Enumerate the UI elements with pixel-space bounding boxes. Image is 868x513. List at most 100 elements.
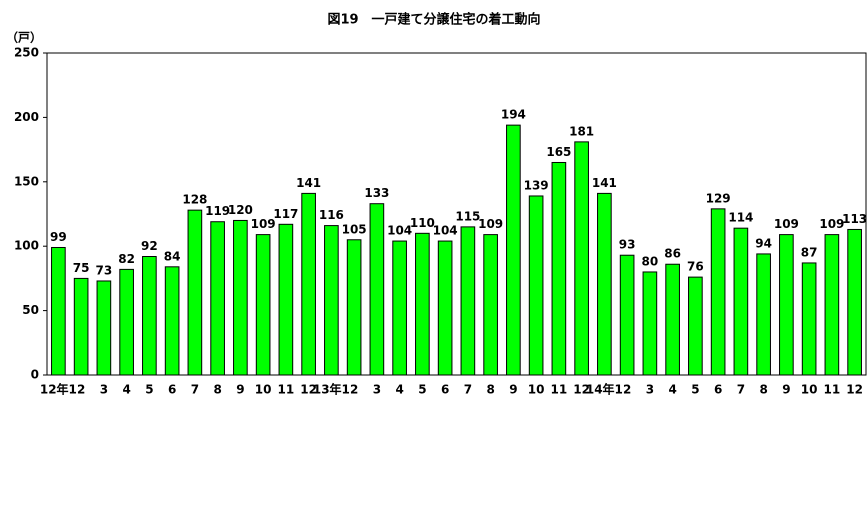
data-label: 80 [642,254,659,268]
x-tick-label: 11 [278,383,295,397]
y-tick-label: 200 [14,110,39,124]
bar [619,254,635,376]
bar [392,240,407,376]
data-label: 139 [524,178,549,192]
data-label: 76 [687,260,704,274]
x-tick-label: 3 [100,383,108,397]
x-tick-label: 6 [441,383,449,397]
data-label: 104 [387,224,412,238]
data-label: 141 [592,176,617,190]
x-tick-label: 12 [573,383,590,397]
x-tick-label: 4 [668,383,676,397]
x-tick-label: 5 [418,383,426,397]
x-tick-label: 11 [824,383,841,397]
chart-title: 図19 一戸建て分譲住宅の着工動向 [327,12,540,28]
x-tick-label: 2 [77,383,85,397]
bar [483,234,498,376]
bar [665,263,680,376]
data-label: 109 [774,217,799,231]
x-tick-label: 10 [255,383,272,397]
data-label: 93 [619,238,636,252]
x-tick-label: 8 [486,383,494,397]
bar [255,234,271,376]
bar [801,262,817,376]
x-tick-label: 3 [373,383,381,397]
x-tick-label: 6 [168,383,176,397]
bar [733,227,749,376]
y-tick-label: 0 [31,368,39,382]
x-tick-label: 10 [801,383,818,397]
x-tick-label: 14年1 [586,382,623,397]
data-label: 194 [501,108,526,122]
x-tick-label: 12 [846,383,863,397]
data-label: 82 [118,252,135,266]
x-tick-label: 12年1 [40,382,77,397]
y-tick-label: 100 [14,239,39,253]
x-tick-label: 13年1 [313,382,350,397]
bar [96,280,112,376]
x-tick-label: 8 [759,383,767,397]
bar [187,209,203,376]
bar [847,228,862,376]
x-tick-label: 6 [714,383,722,397]
data-label: 133 [364,186,389,200]
bar [710,208,726,376]
bar [142,256,157,376]
data-label: 117 [273,207,298,221]
x-tick-label: 9 [236,383,244,397]
bar [346,239,362,376]
x-tick-label: 10 [528,383,545,397]
data-label: 120 [228,203,253,217]
x-tick-label: 7 [464,383,472,397]
data-label: 86 [664,247,681,261]
data-label: 104 [433,224,458,238]
data-label: 92 [141,239,158,253]
x-tick-label: 11 [551,383,568,397]
data-label: 116 [319,208,344,222]
bar [574,141,589,376]
data-label: 73 [96,263,113,277]
bar [688,276,703,376]
bar [528,195,544,376]
bar [642,271,658,376]
bar [779,234,794,376]
x-tick-label: 2 [350,383,358,397]
data-label: 99 [50,230,67,244]
bar [437,240,453,376]
bar [597,192,612,376]
x-tick-label: 4 [122,383,130,397]
bar [460,226,476,376]
x-tick-label: 9 [509,383,517,397]
bar [278,223,294,376]
x-tick-label: 5 [691,383,699,397]
x-tick-label: 9 [782,383,790,397]
y-unit: （戸） [6,30,42,45]
bar [301,192,316,376]
data-label: 119 [205,204,230,218]
bar [119,268,134,376]
x-tick-label: 12 [300,383,317,397]
bar [506,124,521,376]
data-label: 141 [296,176,321,190]
data-label: 105 [342,222,367,236]
x-tick-label: 7 [191,383,199,397]
bar [756,253,771,376]
data-label: 109 [251,217,276,231]
data-label: 181 [569,124,594,138]
x-tick-label: 8 [213,383,221,397]
x-tick-label: 7 [737,383,745,397]
y-tick-label: 50 [22,303,39,317]
bar [415,232,430,376]
x-tick-label: 4 [395,383,403,397]
bar [51,246,66,376]
y-tick-label: 250 [14,46,39,60]
data-label: 129 [706,191,731,205]
x-tick-label: 2 [623,383,631,397]
bar [369,203,385,376]
bar [210,221,225,376]
plot-frame [46,52,867,376]
x-tick-label: 3 [646,383,654,397]
bar [324,225,339,376]
